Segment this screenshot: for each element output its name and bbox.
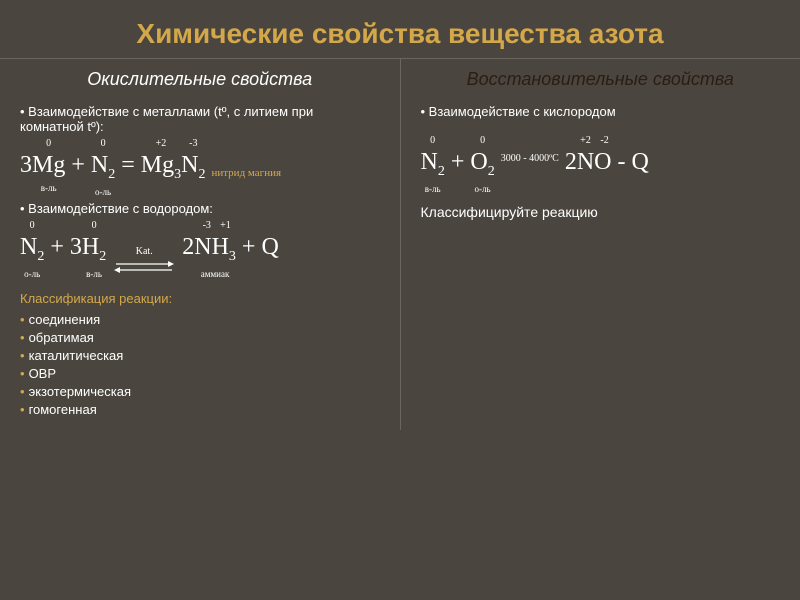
equals-sign: = (121, 152, 135, 179)
classify-title: Классификация реакции: (20, 291, 380, 306)
ox-state: +1 (220, 220, 231, 231)
classify-prompt: Классифицируйте реакцию (421, 204, 781, 220)
temp-condition: 3000 - 4000ºС (501, 149, 559, 164)
formula: N (181, 152, 198, 178)
coef: 3 (70, 234, 82, 261)
subscript: 2 (37, 249, 44, 264)
reagent-mg: 0 Mg в-ль (32, 152, 65, 179)
role-label: в-ль (425, 184, 441, 194)
formula: Mg (141, 152, 174, 178)
product-name: аммиак (201, 269, 230, 279)
heat-q: - Q (618, 149, 649, 176)
classify-item: каталитическая (20, 348, 380, 363)
left-subtitle: Окислительные свойства (20, 69, 380, 90)
ox-state: 0 (480, 135, 485, 146)
coef: 2 (565, 149, 577, 176)
ox-state: 0 (92, 220, 97, 231)
heat-q: + Q (242, 234, 279, 261)
subscript: 3 (229, 249, 236, 264)
reagent-n2: 0 N2 о-ль (20, 234, 44, 265)
classify-item: ОВР (20, 366, 380, 381)
reagent-h2: 0 H2 в-ль (82, 234, 106, 265)
subscript: 2 (198, 167, 205, 182)
product-mg: +2 Mg3 (141, 152, 181, 183)
equation-2: 0 N2 о-ль + 3 0 H2 в-ль Kat. (20, 234, 380, 271)
ox-state: 0 (101, 138, 106, 149)
plus-sign: + (451, 149, 465, 176)
classify-item: обратимая (20, 330, 380, 345)
left-column: Окислительные свойства • Взаимодействие … (0, 59, 401, 430)
left-bullet-2: • Взаимодействие с водородом: (20, 201, 380, 216)
formula: H (82, 234, 99, 260)
left-bullet-1: • Взаимодействие с металлами (tº, с лити… (20, 104, 380, 134)
formula: NO (577, 149, 612, 175)
ox-state: +2 (156, 138, 167, 149)
role-label: о-ль (475, 184, 491, 194)
ox-state: +2 (580, 135, 591, 146)
columns: Окислительные свойства • Взаимодействие … (0, 58, 800, 430)
classify-item: гомогенная (20, 402, 380, 417)
formula: N (91, 152, 108, 178)
ox-state: 0 (430, 135, 435, 146)
equation-3: 0 N2 в-ль + 0 O2 о-ль 3000 - 4000ºС 2 +2… (421, 149, 781, 180)
reversible-arrow: Kat. (114, 246, 174, 271)
reagent-n2: 0 N2 о-ль (91, 152, 115, 183)
right-subtitle: Восстановительные свойства (421, 69, 781, 90)
slide-title: Химические свойства вещества азота (0, 0, 800, 58)
product-name: нитрид магния (211, 167, 281, 183)
subscript: 3 (174, 167, 181, 182)
ox-state: -3 (189, 138, 197, 149)
reagent-o2: 0 O2 о-ль (470, 149, 494, 180)
role-label: в-ль (41, 183, 57, 193)
product-no: +2 -2 NO (577, 149, 612, 176)
classify-item: соединения (20, 312, 380, 327)
formula: O (470, 149, 487, 175)
subscript: 2 (99, 249, 106, 264)
ox-state: 0 (30, 220, 35, 231)
formula: N (20, 234, 37, 260)
right-column: Восстановительные свойства • Взаимодейст… (401, 59, 800, 430)
formula: Mg (32, 152, 65, 178)
ox-state: 0 (46, 138, 51, 149)
role-label: в-ль (86, 269, 102, 279)
subscript: 2 (108, 167, 115, 182)
classify-list: соединения обратимая каталитическая ОВР … (20, 312, 380, 417)
product-n: -3 N2 (181, 152, 205, 183)
formula: N (421, 149, 438, 175)
subscript: 2 (438, 164, 445, 179)
right-bullet-1: • Взаимодействие с кислородом (421, 104, 781, 119)
ox-state: -3 (203, 220, 211, 231)
role-label: о-ль (95, 187, 111, 197)
coef: 2 (182, 234, 194, 261)
product-nh3: -3 +1 NH3 аммиак (194, 234, 236, 265)
ox-state: -2 (600, 135, 608, 146)
equation-1: 3 0 Mg в-ль + 0 N2 о-ль = +2 Mg3 (20, 152, 380, 183)
role-label: о-ль (24, 269, 40, 279)
coef: 3 (20, 152, 32, 179)
plus-sign: + (71, 152, 85, 179)
subscript: 2 (488, 164, 495, 179)
plus-sign: + (50, 234, 64, 261)
reagent-n2: 0 N2 в-ль (421, 149, 445, 180)
classify-item: экзотермическая (20, 384, 380, 399)
formula: NH (194, 234, 229, 260)
